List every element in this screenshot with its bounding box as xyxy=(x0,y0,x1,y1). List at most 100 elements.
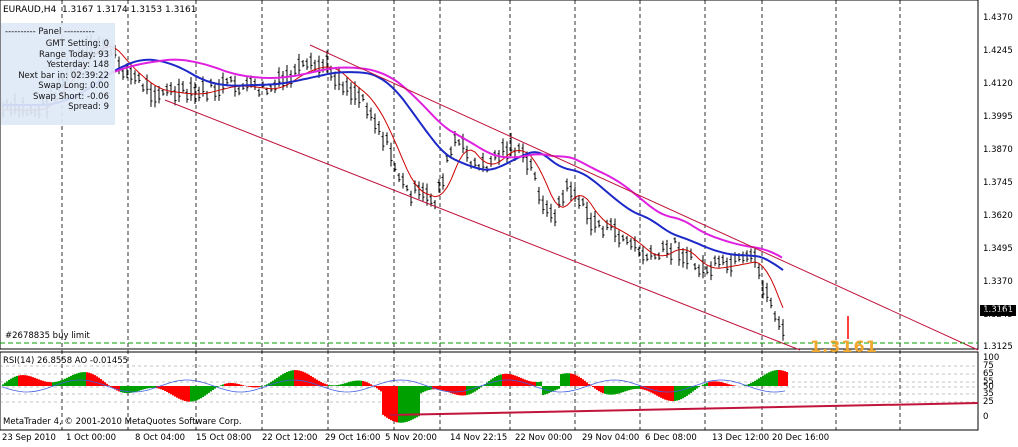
ao-bar xyxy=(284,372,286,386)
date-axis-label: 22 Oct 12:00 xyxy=(262,433,318,443)
ao-bar xyxy=(402,386,404,423)
ao-bar xyxy=(186,386,188,402)
ao-bar xyxy=(114,386,116,390)
ao-bar xyxy=(632,386,634,390)
ao-bar xyxy=(764,374,766,386)
date-axis-label: 13 Dec 12:00 xyxy=(712,433,770,443)
ao-bar xyxy=(724,383,726,386)
ao-bar xyxy=(10,378,12,386)
ao-bar xyxy=(704,383,706,386)
ao-bar xyxy=(364,381,366,386)
ao-bar xyxy=(220,385,222,386)
ao-bar xyxy=(382,386,384,415)
ao-bar xyxy=(428,386,430,391)
ao-bar xyxy=(760,377,762,386)
ao-bar xyxy=(234,383,236,386)
ao-bar xyxy=(688,386,690,395)
ao-bar xyxy=(530,381,532,386)
ao-bar xyxy=(42,380,44,386)
ao-bar xyxy=(468,386,470,395)
ao-bar xyxy=(640,386,642,390)
ao-bar xyxy=(622,386,624,393)
ao-bar xyxy=(174,386,176,397)
date-axis-label: 29 Oct 16:00 xyxy=(325,433,381,443)
ao-bar xyxy=(384,386,386,417)
ao-bar xyxy=(446,386,448,392)
ao-bar xyxy=(580,377,582,386)
ao-bar xyxy=(678,386,680,401)
ao-bar xyxy=(484,384,486,386)
ao-bar xyxy=(686,386,688,396)
ma-slow xyxy=(109,58,783,259)
rsi-line-path xyxy=(1,379,786,393)
ao-bar xyxy=(8,379,10,386)
ao-bar xyxy=(50,382,52,386)
ao-bar xyxy=(274,379,276,386)
ao-bar xyxy=(202,386,204,398)
ao-bar xyxy=(404,386,406,423)
ao-bar xyxy=(676,386,678,401)
ao-bar xyxy=(442,386,444,391)
ao-bar xyxy=(44,381,46,386)
ao-bar xyxy=(194,386,196,401)
ao-bar xyxy=(38,379,40,386)
ao-bar xyxy=(180,386,182,400)
ao-bar xyxy=(6,381,8,386)
ao-bar xyxy=(146,386,148,389)
ao-bar xyxy=(312,377,314,386)
ao-bar xyxy=(782,370,784,386)
ao-bar xyxy=(14,376,16,386)
ao-bar xyxy=(552,386,554,392)
ao-bar xyxy=(122,386,124,393)
ao-bar xyxy=(662,386,664,399)
ao-bar xyxy=(52,382,54,386)
ao-bar xyxy=(436,386,438,390)
indicator-axis-label: 100 xyxy=(983,353,1000,363)
price-axis-label: 1.3870 xyxy=(983,145,1013,155)
ao-bar xyxy=(150,386,152,388)
ao-bar xyxy=(190,386,192,402)
ao-bar xyxy=(474,386,476,392)
ao-bar xyxy=(422,386,424,393)
ao-bar xyxy=(758,378,760,386)
ao-bar xyxy=(726,383,728,386)
date-axis-label: 23 Sep 2010 xyxy=(2,433,56,443)
price-axis-label: 1.3370 xyxy=(983,277,1013,287)
ao-bar xyxy=(774,370,776,386)
price-bars xyxy=(1,34,785,341)
ao-bar xyxy=(714,381,716,386)
ao-bar xyxy=(674,386,676,401)
ao-bar xyxy=(280,375,282,386)
ao-bar xyxy=(720,382,722,386)
ao-bar xyxy=(754,380,756,386)
date-axis-label: 14 Nov 22:15 xyxy=(450,433,508,443)
ao-bar xyxy=(434,386,436,390)
ao-bar xyxy=(784,371,786,386)
ao-bar xyxy=(258,386,260,388)
ao-bar xyxy=(166,386,168,392)
ao-bar xyxy=(182,386,184,401)
ao-bar xyxy=(254,386,256,388)
ao-bar xyxy=(412,386,414,420)
ao-bar xyxy=(576,375,578,386)
panel-row: GMT Setting: 0 xyxy=(45,39,109,49)
ao-bar xyxy=(78,372,80,386)
ao-bar xyxy=(188,386,190,402)
ao-bar xyxy=(606,386,608,395)
ma-fast xyxy=(3,46,784,308)
ao-bar xyxy=(762,375,764,386)
ao-bar xyxy=(368,383,370,386)
panel-row: Yesterday: 148 xyxy=(46,60,109,70)
ao-bar xyxy=(168,386,170,394)
ao-bar xyxy=(536,382,538,386)
ao-bar xyxy=(178,386,180,399)
ao-bar xyxy=(92,374,94,386)
ao-bar xyxy=(118,386,120,392)
ao-bar xyxy=(212,386,214,391)
panel-row: Spread: 9 xyxy=(68,102,109,112)
ao-bar xyxy=(24,375,26,386)
ao-bar xyxy=(270,381,272,386)
ao-bar xyxy=(208,386,210,393)
ao-bar xyxy=(670,386,672,402)
